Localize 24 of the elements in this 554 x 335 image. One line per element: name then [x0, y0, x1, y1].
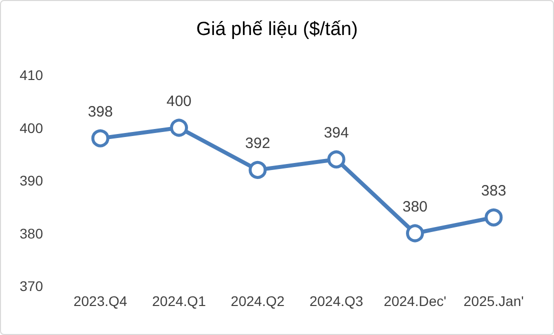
x-tick-label: 2025.Jan' — [464, 293, 524, 309]
y-tick-label: 380 — [20, 225, 44, 242]
point — [406, 224, 424, 242]
y-tick-label: 370 — [20, 278, 44, 294]
y-tick-label: 400 — [20, 120, 44, 136]
y-tick-label: 410 — [20, 67, 44, 83]
x-tick-label: 2023.Q4 — [73, 293, 128, 309]
point — [248, 160, 267, 179]
point — [91, 129, 110, 148]
data-label: 383 — [481, 182, 506, 200]
x-tick-label: 2024.Q2 — [230, 293, 285, 309]
x-tick-label: 2024.Q3 — [309, 293, 364, 309]
point — [327, 150, 346, 168]
chart-title: Giá phế liệu ($/tấn) — [196, 19, 358, 40]
point — [170, 118, 188, 137]
point — [484, 208, 503, 226]
y-tick-label: 390 — [20, 172, 44, 188]
x-tick-label: 2024.Q1 — [152, 293, 206, 309]
data-label: 380 — [402, 198, 428, 216]
data-label: 400 — [166, 92, 192, 110]
data-label: 392 — [245, 134, 270, 152]
x-tick-label: 2024.Dec' — [384, 293, 446, 309]
data-label: 394 — [324, 124, 349, 142]
data-label: 398 — [88, 103, 113, 120]
